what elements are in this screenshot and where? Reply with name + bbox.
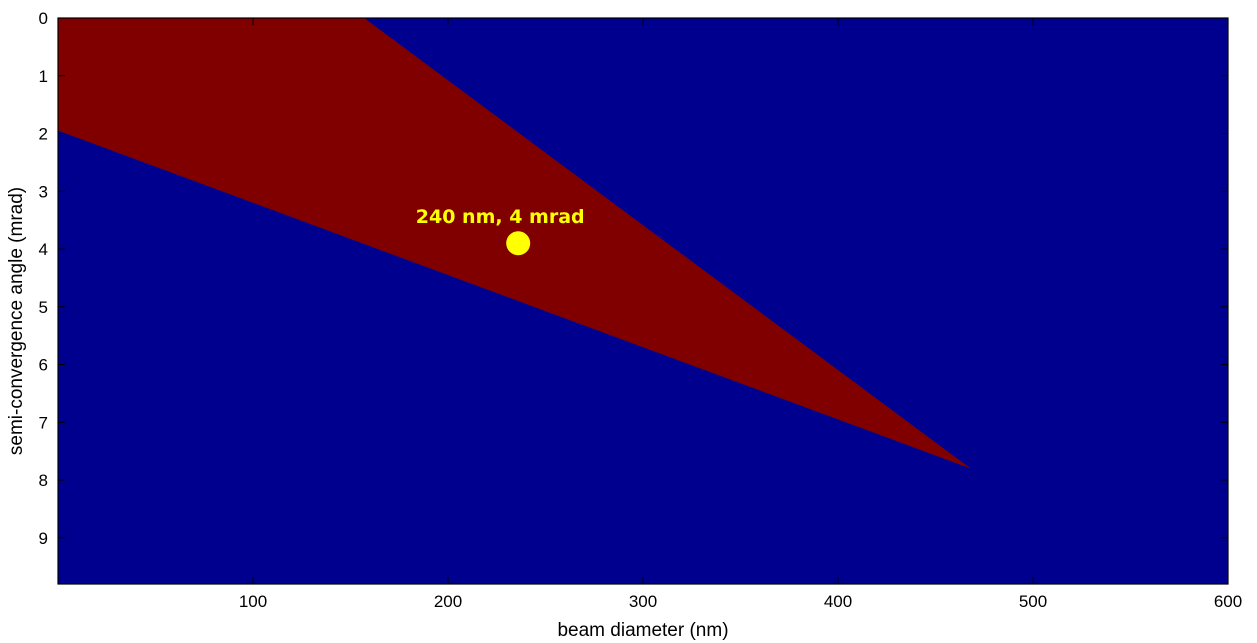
- x-tick-label: 100: [239, 592, 267, 611]
- y-tick-label: 2: [39, 125, 48, 144]
- x-axis-label: beam diameter (nm): [557, 620, 728, 641]
- y-tick-label: 6: [39, 356, 48, 375]
- x-tick-label: 300: [629, 592, 657, 611]
- x-tick-label: 600: [1214, 592, 1242, 611]
- axes: 100 200 300 400 500 600 0 1 2 3 4 5 6 7 8 9: [39, 9, 1243, 611]
- x-tick-label: 400: [824, 592, 852, 611]
- y-tick-label: 5: [39, 298, 48, 317]
- y-tick-label: 9: [39, 529, 48, 548]
- y-tick-label: 1: [39, 67, 48, 86]
- y-tick-label: 4: [39, 240, 48, 259]
- x-tick-label: 500: [1019, 592, 1047, 611]
- point-annotation: 240 nm, 4 mrad: [416, 206, 585, 228]
- y-axis-label: semi-convergence angle (mrad): [6, 187, 27, 455]
- y-tick-label: 7: [39, 413, 48, 432]
- y-tick-label: 8: [39, 471, 48, 490]
- y-tick-label: 0: [39, 9, 48, 28]
- x-tick-label: 200: [434, 592, 462, 611]
- y-tick-label: 3: [39, 182, 48, 201]
- data-point-marker: [506, 231, 531, 256]
